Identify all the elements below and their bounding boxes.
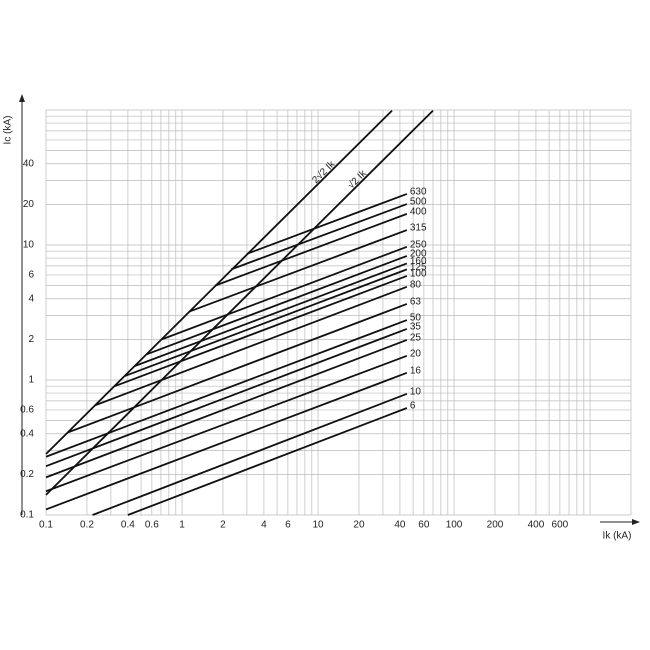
series-line [230,203,408,271]
series-line [114,275,408,388]
line-label: 20 [410,348,422,359]
y-tick-label: 0.6 [20,405,34,416]
x-tick-label: 60 [418,520,430,531]
y-tick-label: 2 [28,334,34,345]
y-tick-label: 0.4 [20,428,34,439]
x-tick-label: 600 [552,520,569,531]
line-label: 35 [410,322,422,333]
y-tick-label: 10 [23,240,35,251]
y-tick-label: 20 [23,199,35,210]
x-tick-label: 10 [312,520,324,531]
line-label: 250 [410,239,427,250]
x-tick-label: 1 [179,520,185,531]
x-tick-label: 20 [353,520,365,531]
line-label: 63 [410,297,422,308]
line-label: 25 [410,333,422,344]
series-line [146,255,408,356]
line-label: 10 [410,386,422,397]
x-tick-label: 40 [394,520,406,531]
series-line [45,109,393,455]
x-tick-label: 100 [446,520,463,531]
line-label: 160 [410,256,427,267]
x-axis-label: Ik (kA) [603,531,632,542]
series-line [92,392,408,516]
line-label: √2 Ik [345,167,369,191]
line-label: 100 [410,269,427,280]
line-label: 315 [410,223,427,234]
series-line [188,229,408,313]
line-label: 630 [410,187,427,198]
series-line [45,319,408,458]
line-label: 125 [410,262,427,273]
series-line [45,371,408,511]
y-tick-label: 40 [23,158,35,169]
x-tick-label: 0.1 [39,520,53,531]
x-tick-label: 200 [487,520,504,531]
series-line [246,193,408,255]
x-tick-label: 0.6 [145,520,159,531]
y-tick-label: 0.2 [20,469,34,480]
series-line [45,109,434,496]
series-line [45,354,408,493]
x-tick-label: 4 [261,520,267,531]
series-line [134,262,408,367]
y-arrow-head [19,94,25,102]
line-label: 200 [410,249,427,260]
line-label: 2√2 Ik [310,158,338,186]
series-line [214,213,408,287]
series-line [127,407,408,516]
y-tick-label: 6 [28,270,34,281]
series-line [45,339,408,479]
series-line [161,245,408,341]
line-label: 80 [410,279,422,290]
y-axis-label: Ic (kA) [3,116,14,145]
line-label: 16 [410,365,422,376]
line-label: 500 [410,197,427,208]
x-arrow-head [632,519,640,525]
x-tick-label: 6 [285,520,291,531]
x-tick-label: 0.2 [80,520,94,531]
line-label: 50 [410,313,422,324]
x-tick-label: 0.4 [121,520,135,531]
line-label: 6 [410,401,416,412]
series-line [124,268,408,377]
line-label: 400 [410,207,427,218]
y-tick-label: 0.1 [20,510,34,521]
y-tick-label: 1 [28,375,34,386]
y-tick-label: 4 [28,293,34,304]
series-line [94,285,408,407]
x-tick-label: 400 [528,520,545,531]
x-tick-label: 2 [220,520,226,531]
series-line [45,328,408,468]
series-line [68,303,408,434]
